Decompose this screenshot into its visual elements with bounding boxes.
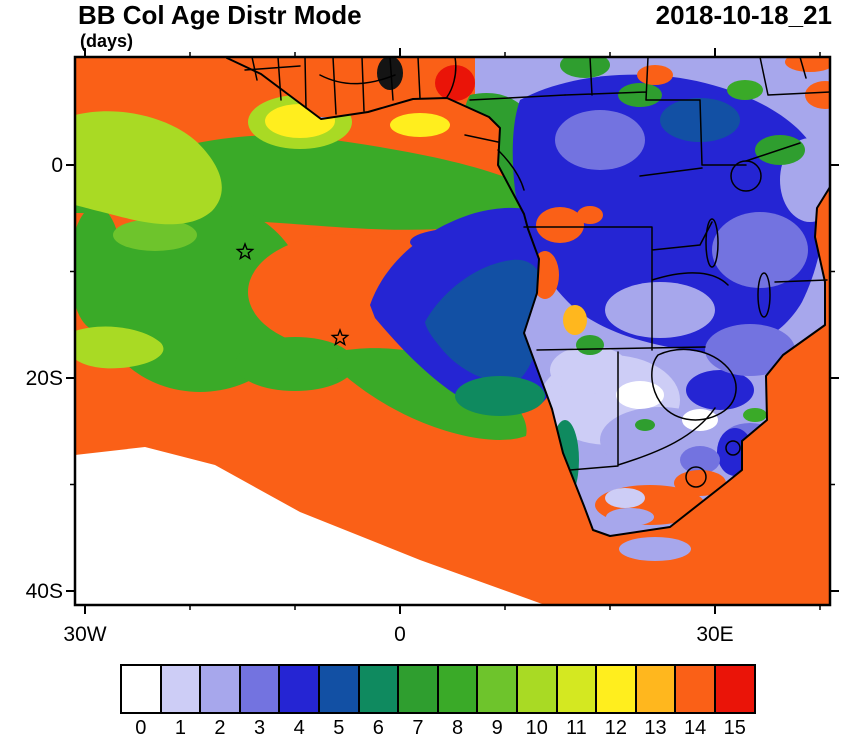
- lake-malawi-outline: [757, 272, 771, 318]
- colorbar-swatch: [278, 664, 320, 714]
- x-tick-label-0: 0: [394, 623, 406, 646]
- colorbar-cell: 8: [436, 664, 479, 740]
- colorbar-swatch: [238, 664, 281, 714]
- colorbar-swatch: [159, 664, 202, 714]
- colorbar-cell: 4: [278, 664, 320, 740]
- colorbar-swatch: [120, 664, 162, 714]
- chartreuse-patch: [75, 111, 222, 225]
- colorbar-swatch: [555, 664, 598, 714]
- colorbar-tick-label: 9: [491, 717, 503, 739]
- colorbar-swatch: [317, 664, 360, 714]
- colorbar-cell: 10: [515, 664, 558, 740]
- colorbar-cell: 13: [634, 664, 677, 740]
- x-tick-label-30w: 30W: [63, 623, 106, 646]
- map-plot-area: [75, 57, 830, 605]
- colorbar-tick-label: 10: [525, 717, 548, 739]
- y-tick-label-20s: 20S: [26, 367, 63, 390]
- colorbar-swatch: [595, 664, 637, 714]
- colorbar-swatch: [634, 664, 677, 714]
- colorbar-tick-label: 5: [333, 717, 345, 739]
- colorbar-tick-label: 7: [412, 717, 424, 739]
- colorbar-tick-label: 6: [372, 717, 384, 739]
- colorbar-tick-label: 8: [451, 717, 464, 739]
- colorbar-swatch: [397, 664, 439, 714]
- colorbar-cell: 1: [159, 664, 202, 740]
- colorbar-cell: 2: [199, 664, 241, 740]
- x-tick-label-30e: 30E: [696, 623, 733, 646]
- colorbar-tick-label: 4: [293, 717, 305, 739]
- colorbar-cell: 11: [555, 664, 598, 740]
- colorbar-swatch: [476, 664, 518, 714]
- country-borders: [226, 57, 830, 537]
- map-border: [73, 55, 832, 607]
- lake-victoria-outline: [730, 160, 762, 192]
- colorbar-cell: 12: [595, 664, 637, 740]
- plot-units-label: (days): [80, 31, 134, 51]
- green-coastal-tail: [335, 348, 527, 440]
- major-ticks: [66, 48, 839, 614]
- colorbar-tick-label: 3: [254, 717, 266, 739]
- colorbar-cell: 5: [317, 664, 360, 740]
- colorbar-tick-label: 0: [135, 717, 147, 739]
- colorbar-cell: 7: [397, 664, 439, 740]
- lake-tanganyika-outline: [705, 218, 719, 268]
- colorbar-swatch: [515, 664, 558, 714]
- colorbar-tick-label: 1: [174, 717, 186, 739]
- dark-patch: [377, 57, 403, 90]
- colorbar-cell: 14: [674, 664, 716, 740]
- colorbar-cell: 3: [238, 664, 281, 740]
- colorbar-swatch: [713, 664, 756, 714]
- swaziland-border: [725, 440, 741, 456]
- colorbar-cell: 0: [120, 664, 162, 740]
- marker-layer: [235, 242, 350, 347]
- colorbar: 0 1 2 3 4 5 6 7 8 9 10 11 12 13 14 15: [120, 664, 756, 740]
- colorbar-tick-label: 15: [723, 717, 746, 739]
- y-tick-label-0: 0: [51, 154, 63, 177]
- colorbar-swatch: [199, 664, 241, 714]
- plot-title: BB Col Age Distr Mode: [78, 0, 362, 30]
- y-tick-label-40s: 40S: [26, 580, 63, 603]
- colorbar-swatch: [436, 664, 479, 714]
- colorbar-tick-label: 11: [565, 717, 587, 739]
- no-data-region: [75, 447, 545, 605]
- colorbar-swatch: [674, 664, 716, 714]
- coastline: [226, 57, 830, 537]
- colorbar-cell: 15: [713, 664, 756, 740]
- source-star-marker: [330, 328, 350, 347]
- colorbar-tick-label: 13: [644, 717, 667, 739]
- colorbar-tick-label: 12: [604, 717, 628, 739]
- lesotho-border: [685, 466, 707, 488]
- source-star-marker: [235, 242, 255, 261]
- colorbar-tick-label: 14: [683, 717, 707, 739]
- map-figure: 0 20S 40S 30W 0 30E: [26, 48, 839, 646]
- colorbar-tick-label: 2: [214, 717, 226, 739]
- colorbar-cell: 9: [476, 664, 518, 740]
- plot-timestamp: 2018-10-18_21: [655, 0, 832, 30]
- colorbar-cell: 6: [357, 664, 400, 740]
- minor-ticks: [70, 52, 835, 610]
- colorbar-swatch: [357, 664, 400, 714]
